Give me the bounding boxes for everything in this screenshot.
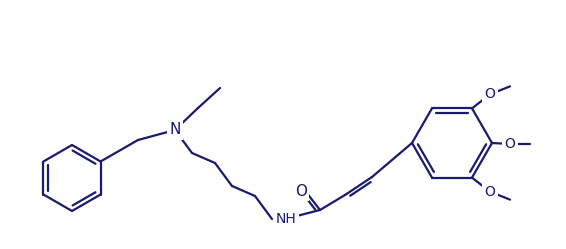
Text: O: O bbox=[484, 185, 495, 199]
Text: O: O bbox=[295, 184, 307, 198]
Text: N: N bbox=[169, 123, 181, 137]
Text: O: O bbox=[484, 87, 495, 101]
Text: NH: NH bbox=[276, 212, 297, 226]
Text: O: O bbox=[504, 137, 516, 151]
